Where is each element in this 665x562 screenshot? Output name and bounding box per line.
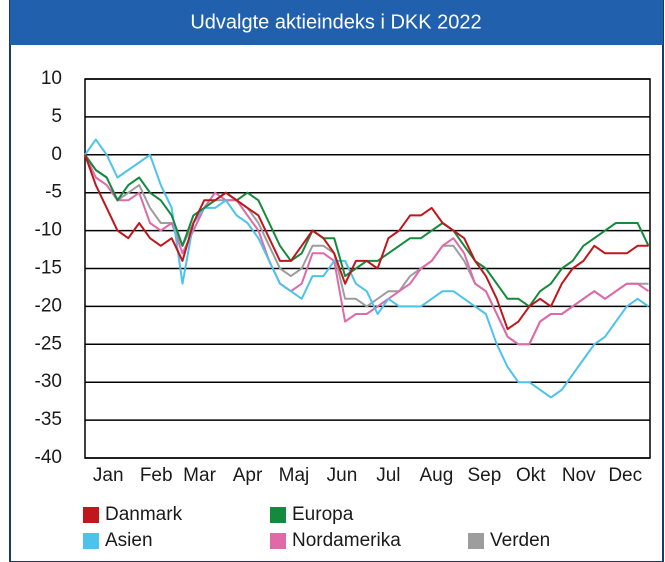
x-tick-label: Feb (140, 465, 173, 486)
y-tick-label: 0 (51, 144, 62, 165)
plot-border (84, 78, 651, 459)
title-bar (10, 0, 663, 45)
x-tick-label: Jul (376, 465, 400, 486)
legend-swatch (83, 533, 99, 549)
legend-label: Nordamerika (292, 530, 401, 551)
chart-title: Udvalgte aktieindeks i DKK 2022 (190, 11, 481, 33)
legend-swatch (468, 533, 484, 549)
x-tick-label: Maj (279, 465, 310, 486)
series-line (84, 154, 650, 346)
x-tick-label: Apr (233, 465, 263, 486)
y-tick-label: -35 (35, 409, 62, 430)
legend-label: Asien (105, 530, 153, 551)
legend-label: Danmark (105, 504, 183, 525)
y-tick-label: -5 (45, 182, 62, 203)
legend-swatch (83, 507, 99, 523)
y-tick-label: -25 (35, 333, 62, 354)
x-tick-label: Jun (327, 465, 358, 486)
x-tick-label: Nov (562, 465, 596, 486)
y-tick-label: -30 (35, 371, 62, 392)
y-tick-label: -10 (35, 220, 62, 241)
x-tick-label: Mar (183, 465, 216, 486)
y-tick-label: 10 (41, 68, 62, 89)
x-tick-label: Dec (608, 465, 642, 486)
legend-label: Europa (292, 504, 354, 525)
frame (9, 0, 664, 562)
x-tick-label: Aug (419, 465, 453, 486)
y-tick-label: -40 (35, 447, 62, 468)
x-tick-label: Jan (93, 465, 124, 486)
legend-swatch (270, 533, 286, 549)
y-tick-label: -15 (35, 258, 62, 279)
x-tick-label: Sep (467, 465, 501, 486)
y-tick-label: -20 (35, 295, 62, 316)
legend-swatch (270, 507, 286, 523)
x-tick-label: Okt (516, 465, 546, 486)
legend-label: Verden (490, 530, 550, 551)
series-line (84, 138, 650, 399)
series-line (84, 154, 649, 331)
y-tick-label: 5 (51, 106, 62, 127)
